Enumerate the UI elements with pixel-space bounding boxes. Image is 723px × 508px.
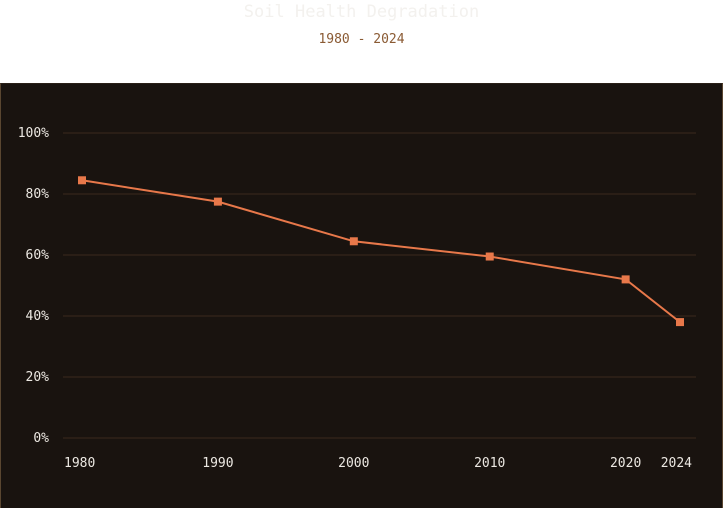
x-tick-label: 2024 <box>661 456 692 471</box>
y-tick-label: 100% <box>18 126 49 141</box>
data-point <box>213 197 222 206</box>
y-tick-label: 40% <box>26 309 50 324</box>
x-tick-label: 2000 <box>338 456 369 471</box>
data-point <box>485 252 494 261</box>
x-tick-label: 1990 <box>202 456 233 471</box>
grid-lines <box>63 132 696 439</box>
y-tick-label: 60% <box>26 248 50 263</box>
y-tick-label: 80% <box>26 187 50 202</box>
x-axis-ticks: 1980 1990 2000 2010 2020 2024 <box>64 456 692 471</box>
plot-area <box>0 83 723 508</box>
chart-subtitle: 1980 - 2024 <box>318 32 405 47</box>
series-group <box>78 176 684 327</box>
data-point <box>676 318 684 327</box>
data-point <box>78 176 86 185</box>
chart-title: Soil Health Degradation <box>243 2 480 22</box>
y-axis-ticks: 0% 20% 40% 60% 80% 100% <box>18 126 49 446</box>
data-point <box>621 275 630 284</box>
data-point <box>349 237 358 246</box>
y-tick-label: 0% <box>33 431 49 446</box>
x-tick-label: 1980 <box>64 456 95 471</box>
series-line <box>81 179 681 323</box>
x-tick-label: 2010 <box>474 456 505 471</box>
x-tick-label: 2020 <box>610 456 641 471</box>
y-tick-label: 20% <box>26 370 50 385</box>
